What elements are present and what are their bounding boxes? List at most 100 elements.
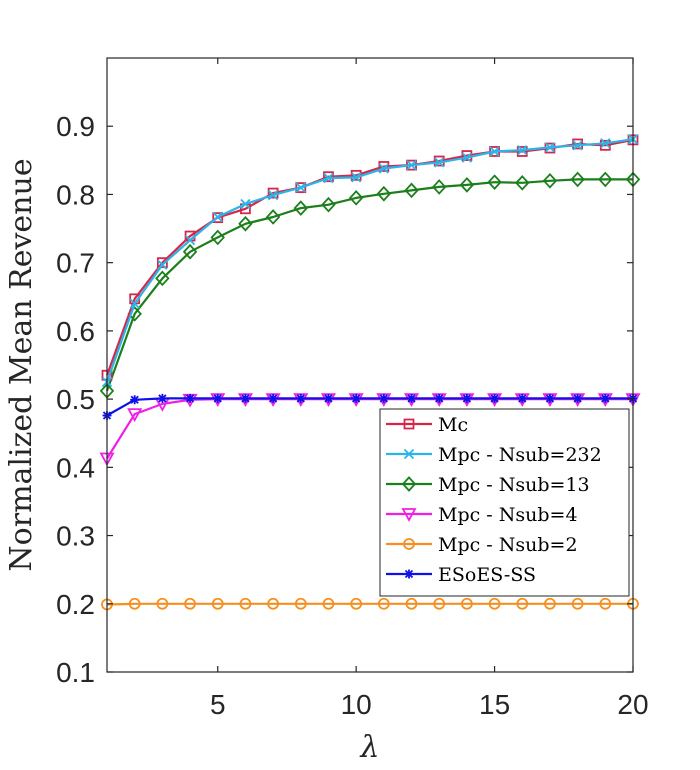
legend-entry: ESoES-SS [386,564,536,586]
data-point [461,152,473,163]
legend-marker [403,418,415,430]
data-point [379,393,389,403]
data-point [351,393,361,403]
data-point [323,393,333,403]
data-point [157,393,167,403]
y-tick-label: 0.4 [56,452,95,483]
data-point [240,393,250,403]
data-point [433,597,446,610]
series-layer [99,134,641,611]
data-point [350,597,363,610]
data-point [129,298,140,309]
data-point [516,597,529,610]
data-point [185,393,195,403]
data-point [515,175,530,191]
legend-box [379,408,630,597]
data-point [322,597,335,610]
legend-label: ESoES-SS [438,564,536,586]
data-point [239,597,252,610]
series-line [106,397,633,417]
data-point [323,171,334,183]
data-point [599,597,612,610]
data-point [295,182,306,193]
data-point [407,393,417,403]
data-point [323,172,334,184]
data-point [294,597,307,610]
y-tick-label: 0.1 [56,657,95,688]
data-point [516,146,528,157]
data-point [405,597,418,610]
data-point [268,393,278,403]
plot-area-frame [106,57,634,673]
x-tick-label: 10 [341,689,372,720]
legend-marker [401,508,417,522]
data-point [127,408,143,422]
legend-entry: Mpc - Nsub=13 [386,474,590,496]
legend-marker [403,538,415,550]
y-tick-label: 0.5 [56,384,95,415]
x-axis-title: λ [359,730,379,765]
data-point [240,198,251,210]
data-point [213,393,223,403]
data-point [570,171,585,188]
data-point [130,395,140,405]
data-point [155,270,170,287]
x-tick-label: 15 [479,689,510,720]
series-1 [101,134,639,388]
data-point [348,190,364,206]
data-point [571,597,584,610]
data-point [489,146,500,157]
data-point [490,393,500,403]
x-tick-label: 5 [210,689,226,720]
data-point [462,393,472,403]
legend-label: Mpc - Nsub=13 [438,474,590,496]
data-point [517,393,527,403]
data-point [573,393,583,403]
data-point [212,211,223,223]
data-point [184,597,196,610]
data-point [544,597,556,610]
legend-entry: Mpc - Nsub=4 [386,504,578,526]
legend-label: Mpc - Nsub=232 [438,444,602,466]
series-2 [99,171,641,399]
legend-entry: Mpc - Nsub=232 [386,444,602,466]
data-point [293,200,309,216]
data-point [267,189,279,201]
data-point [406,159,417,171]
legend-label: Mpc - Nsub=2 [438,534,578,556]
y-tick-label: 0.2 [56,589,95,620]
data-point [431,179,447,195]
data-point [545,393,555,403]
legend-label: Mpc - Nsub=4 [438,504,578,526]
data-point [434,393,444,403]
data-point [517,144,528,156]
data-point [460,597,473,610]
legend-label: Mc [438,414,468,436]
data-point [210,229,225,246]
data-point [544,142,556,153]
y-tick-label: 0.7 [56,248,95,279]
data-point [599,139,611,151]
data-point [157,259,168,270]
data-point [296,393,306,403]
tick-layer: 5 10 15 20 0.1 0.2 0.3 0.4 0.5 0.6 0.7 0.8 0.9 [56,58,649,720]
data-point [488,597,501,610]
data-point [600,393,610,403]
data-point [378,163,389,174]
data-point [156,257,168,269]
data-point [351,172,362,183]
data-point [404,182,419,199]
data-point [377,597,390,610]
data-point [238,215,253,232]
data-point [459,177,475,193]
legend: Mc Mpc - Nsub=232 Mpc - Nsub=13 Mpc - Nsub=… [379,408,630,597]
data-point [182,243,198,260]
data-point [598,171,613,188]
data-point [572,140,583,151]
series-5 [102,393,638,420]
data-point [600,138,611,149]
data-point [267,597,280,610]
data-point [376,185,392,202]
y-tick-label: 0.3 [56,521,95,552]
